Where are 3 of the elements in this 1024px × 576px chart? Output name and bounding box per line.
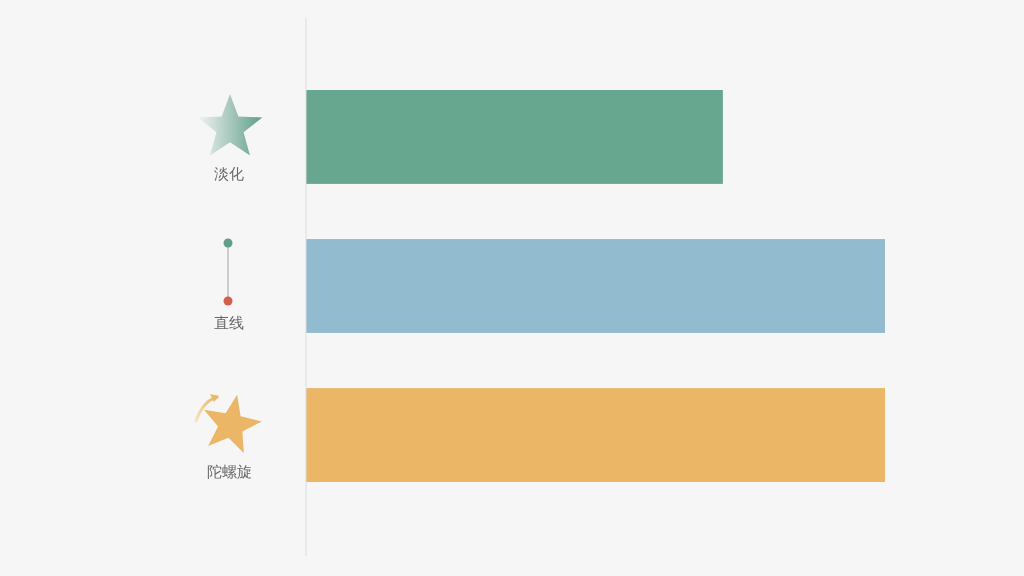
- y-tick-label: 直线: [214, 314, 244, 332]
- y-tick-label: 陀螺旋: [206, 463, 252, 482]
- y-tick-label: 淡化: [214, 164, 244, 183]
